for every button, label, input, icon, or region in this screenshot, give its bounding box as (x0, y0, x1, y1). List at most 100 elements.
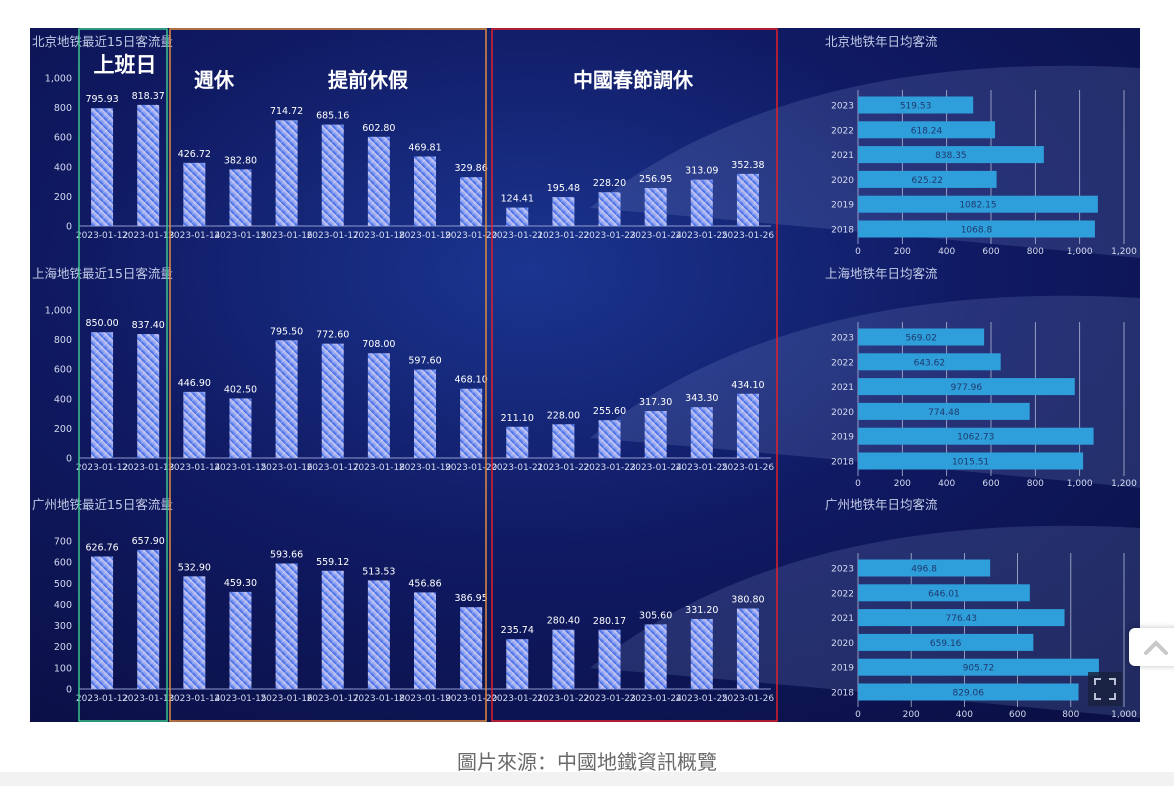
y-tick-label: 2023 (831, 565, 854, 575)
y-tick-label: 400 (54, 162, 72, 173)
y-tick-label: 800 (54, 103, 72, 114)
bar (858, 170, 997, 188)
x-tick-label: 200 (894, 479, 911, 489)
bar (858, 220, 1095, 238)
data-label: 837.40 (132, 320, 165, 331)
x-tick-label: 2023-01-24 (630, 694, 683, 704)
bar (506, 426, 529, 458)
bar (598, 192, 621, 226)
y-tick-label: 2021 (831, 151, 854, 161)
bar (275, 563, 298, 689)
data-label: 426.72 (178, 149, 211, 160)
x-tick-label: 2023-01-25 (676, 463, 728, 473)
x-tick-label: 2023-01-20 (445, 463, 498, 473)
data-label: 496.8 (911, 565, 937, 575)
bar (414, 156, 436, 226)
x-tick-label: 2023-01-15 (214, 231, 266, 241)
y-tick-label: 100 (54, 663, 72, 674)
y-tick-label: 0 (66, 454, 72, 465)
bar (644, 411, 667, 458)
y-tick-label: 700 (54, 537, 72, 548)
bar (321, 124, 344, 226)
workday-highlight-box (78, 28, 168, 722)
x-tick-label: 800 (1027, 247, 1044, 257)
x-tick-label: 0 (855, 479, 861, 489)
bar (183, 162, 206, 226)
data-label: 597.60 (408, 356, 441, 367)
data-label: 256.95 (639, 174, 672, 185)
bar (858, 584, 1030, 602)
x-tick-label: 2023-01-14 (168, 694, 221, 704)
y-tick-label: 2018 (831, 226, 854, 236)
annotation-spring-festival: 中國春節調休 (573, 68, 694, 92)
y-tick-label: 300 (54, 621, 72, 632)
y-tick-label: 2019 (831, 664, 854, 674)
bar (552, 424, 575, 458)
data-label: 795.93 (85, 94, 118, 105)
x-tick-label: 2023-01-21 (491, 694, 543, 704)
x-tick-label: 2023-01-16 (260, 231, 313, 241)
x-tick-label: 400 (938, 479, 955, 489)
data-label: 228.00 (547, 410, 580, 421)
bar (460, 388, 483, 458)
chart-title: 北京地铁最近15日客流量 (32, 34, 173, 49)
bar (460, 177, 483, 226)
data-label: 211.10 (501, 413, 534, 424)
data-label: 708.00 (362, 339, 395, 350)
y-tick-label: 2019 (831, 433, 854, 443)
y-tick-label: 0 (66, 685, 72, 696)
x-tick-label: 2023-01-13 (122, 463, 174, 473)
bar (858, 96, 974, 114)
x-tick-label: 2023-01-18 (353, 694, 406, 704)
x-tick-label: 2023-01-18 (353, 463, 406, 473)
spring-festival-highlight-box (491, 28, 778, 722)
data-label: 1082.15 (959, 201, 996, 211)
data-label: 626.76 (85, 542, 118, 553)
data-label: 776.43 (946, 614, 978, 624)
chart-title: 上海地铁年日均客流 (825, 266, 938, 281)
data-label: 329.86 (455, 163, 488, 174)
bar (858, 609, 1065, 627)
y-tick-label: 1,000 (45, 306, 72, 317)
chart-title: 广州地铁年日均客流 (825, 497, 938, 512)
fullscreen-icon[interactable] (1088, 672, 1122, 706)
x-tick-label: 400 (938, 247, 955, 257)
bar (858, 378, 1075, 396)
annual-bar-chart: 上海地铁年日均客流 0 200 400 600 800 1,000 1,200 569.02 20… (825, 266, 1137, 489)
bar (858, 146, 1044, 164)
x-tick-label: 2023-01-24 (630, 231, 683, 241)
bar (858, 683, 1079, 701)
chart-title: 上海地铁最近15日客流量 (32, 266, 173, 281)
x-tick-label: 2023-01-17 (307, 694, 359, 704)
y-tick-label: 600 (54, 365, 72, 376)
annual-bar-chart: 北京地铁年日均客流 0 200 400 600 800 1,000 1,200 519.53 20… (825, 34, 1137, 257)
bar (858, 121, 996, 139)
bar (229, 591, 252, 689)
chart-title: 广州地铁最近15日客流量 (32, 497, 173, 512)
y-tick-label: 2023 (831, 102, 854, 112)
bar (858, 195, 1098, 213)
x-tick-label: 600 (1009, 710, 1026, 720)
data-label: 977.96 (951, 383, 983, 393)
data-label: 774.48 (928, 408, 960, 418)
data-label: 380.80 (731, 594, 764, 605)
x-tick-label: 2023-01-21 (491, 231, 543, 241)
data-label: 469.81 (408, 142, 441, 153)
bar (367, 580, 390, 689)
y-tick-label: 2021 (831, 383, 854, 393)
x-tick-label: 2023-01-24 (630, 463, 683, 473)
bar (598, 420, 621, 458)
bar (91, 332, 114, 458)
bar (275, 340, 298, 458)
x-tick-label: 600 (982, 247, 999, 257)
bar (858, 452, 1084, 470)
dashboard-background (30, 28, 1140, 722)
x-tick-label: 2023-01-12 (76, 231, 128, 241)
data-label: 602.80 (362, 123, 395, 134)
data-label: 352.38 (731, 160, 764, 171)
x-tick-label: 200 (894, 247, 911, 257)
data-label: 850.00 (85, 318, 118, 329)
scroll-to-top-button[interactable] (1129, 628, 1174, 666)
data-label: 386.95 (455, 593, 488, 604)
x-tick-label: 1,200 (1111, 479, 1137, 489)
